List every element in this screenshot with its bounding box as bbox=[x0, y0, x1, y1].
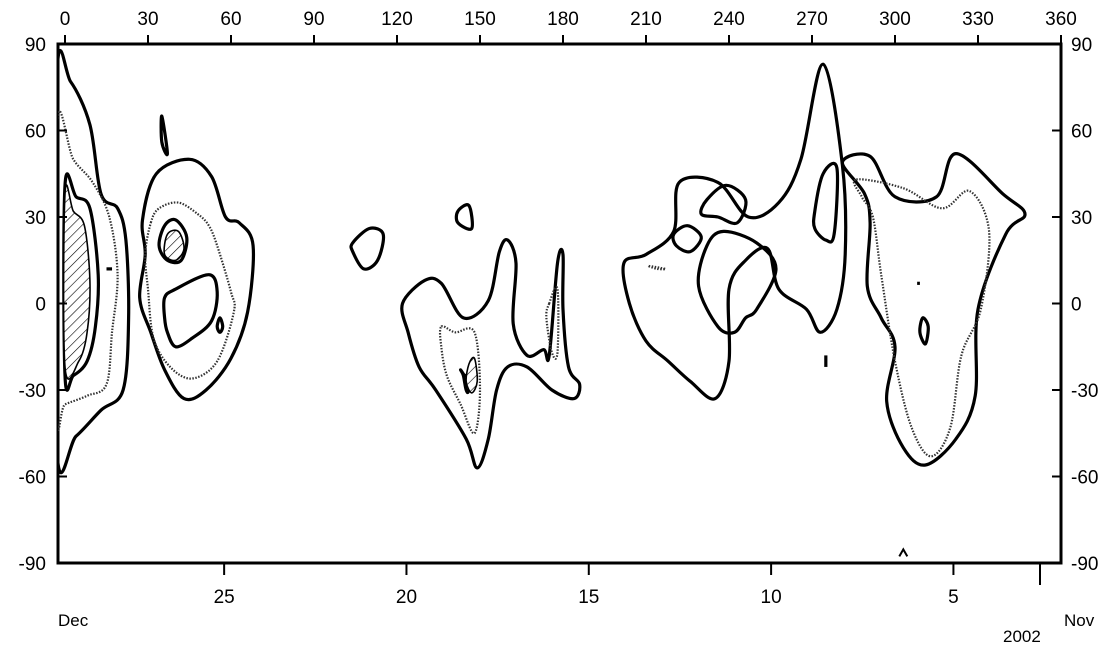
top-tick-label: 180 bbox=[547, 9, 579, 30]
contour-line-solid bbox=[699, 183, 748, 226]
left-tick-label: 30 bbox=[25, 208, 46, 229]
contour-line-solid bbox=[671, 224, 703, 254]
contour-line-solid bbox=[159, 114, 169, 157]
right-tick-label: 90 bbox=[1071, 35, 1092, 56]
contour-line-solid bbox=[215, 316, 225, 334]
bottom-tick-label: 15 bbox=[578, 587, 599, 608]
contour-line-solid bbox=[349, 226, 386, 271]
contour-line-dotted bbox=[438, 325, 482, 435]
top-tick-label: 330 bbox=[962, 9, 994, 30]
contour-line-dotted bbox=[545, 286, 560, 360]
right-tick-label: 0 bbox=[1071, 295, 1082, 316]
top-tick-label: 270 bbox=[796, 9, 828, 30]
right-tick-label: -30 bbox=[1071, 381, 1098, 402]
contour-line-dotted bbox=[144, 201, 236, 380]
bottom-left-label: Dec bbox=[58, 611, 89, 630]
contour-line-solid bbox=[696, 229, 778, 335]
contour-line-solid bbox=[400, 238, 582, 470]
contour-line-solid bbox=[157, 217, 189, 265]
top-tick-label: 30 bbox=[137, 9, 158, 30]
contour-line-hatch bbox=[62, 184, 91, 380]
top-tick-label: 150 bbox=[464, 9, 496, 30]
top-tick-label: 0 bbox=[60, 9, 71, 30]
top-tick-label: 90 bbox=[303, 9, 324, 30]
left-tick-label: -90 bbox=[19, 554, 46, 575]
contour-line-hatch bbox=[465, 356, 479, 394]
right-tick-label: -90 bbox=[1071, 554, 1098, 575]
plot-frame bbox=[56, 42, 1063, 565]
contour-layer bbox=[58, 48, 1027, 557]
right-tick-label: 60 bbox=[1071, 122, 1092, 143]
top-tick-label: 210 bbox=[630, 9, 662, 30]
left-tick-label: -30 bbox=[19, 381, 46, 402]
contour-line-solid bbox=[621, 62, 848, 401]
right-tick-label: 30 bbox=[1071, 208, 1092, 229]
left-tick-label: 0 bbox=[35, 295, 46, 316]
bottom-tick-label: 10 bbox=[761, 587, 782, 608]
contour-line-solid bbox=[840, 152, 1027, 467]
top-tick-label: 360 bbox=[1045, 9, 1077, 30]
right-tick-label: -60 bbox=[1071, 468, 1098, 489]
contour-line-solid bbox=[162, 273, 219, 349]
contour-line-solid bbox=[138, 157, 256, 402]
bottom-tick-label: 25 bbox=[214, 587, 235, 608]
contour-line-dotted bbox=[647, 264, 667, 271]
contour-line-solid bbox=[918, 316, 930, 346]
contour-line-solid bbox=[811, 161, 840, 244]
axes-layer: 0 30 60 90 120 150 180 210 240 270 300 330 360906030… bbox=[19, 9, 1099, 608]
contour-line-solid bbox=[58, 48, 131, 475]
top-tick-label: 60 bbox=[220, 9, 241, 30]
bottom-right-label: Nov bbox=[1064, 611, 1095, 630]
top-tick-label: 240 bbox=[713, 9, 745, 30]
left-tick-label: 90 bbox=[25, 35, 46, 56]
bottom-tick-label: 20 bbox=[396, 587, 417, 608]
contour-line-solid bbox=[62, 172, 101, 392]
year-label: 2002 bbox=[1003, 627, 1041, 646]
bottom-tick-label: 5 bbox=[948, 587, 959, 608]
contour-line-solid bbox=[454, 203, 474, 231]
contour-line-dotted bbox=[852, 178, 991, 458]
bottom-marker bbox=[898, 547, 909, 557]
top-tick-label: 300 bbox=[879, 9, 911, 30]
left-tick-label: -60 bbox=[19, 468, 46, 489]
contour-line-hatch bbox=[163, 229, 185, 262]
left-tick-label: 60 bbox=[25, 122, 46, 143]
top-tick-label: 120 bbox=[381, 9, 413, 30]
